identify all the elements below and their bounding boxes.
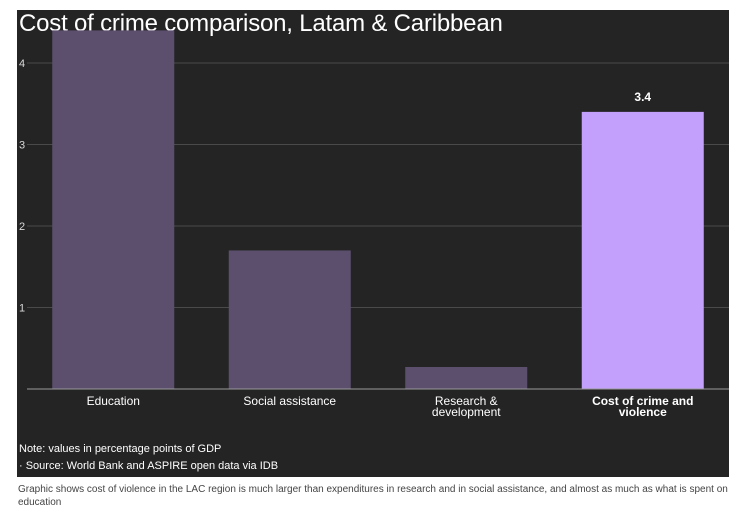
data-label: 3.4 <box>634 90 651 104</box>
bar-chart-plot: 1 2 3 4 Education Social assistance Research &… <box>19 30 729 419</box>
bar-social-assistance <box>228 250 351 389</box>
bar-research-development <box>405 366 528 389</box>
y-tick-label: 1 <box>19 302 25 314</box>
y-tick-label: 2 <box>19 221 25 233</box>
figure-caption: Graphic shows cost of violence in the LA… <box>18 484 728 508</box>
y-tick-label: 4 <box>19 58 25 70</box>
chart-note: Note: values in percentage points of GDP <box>19 443 222 455</box>
chart-figure: Cost of crime comparison, Latam & Caribb… <box>17 10 729 477</box>
bar-education <box>52 30 175 390</box>
x-tick-label: Research & <box>435 394 498 408</box>
bar-cost-of-crime-and-violence <box>581 111 704 390</box>
x-tick-label: Social assistance <box>243 394 336 408</box>
x-tick-label: violence <box>619 405 667 419</box>
x-tick-label: Cost of crime and <box>592 394 693 408</box>
x-tick-label: Education <box>87 394 140 408</box>
y-tick-label: 3 <box>19 139 25 151</box>
chart-source: · Source: World Bank and ASPIRE open dat… <box>19 460 279 472</box>
x-tick-label: development <box>432 405 501 419</box>
